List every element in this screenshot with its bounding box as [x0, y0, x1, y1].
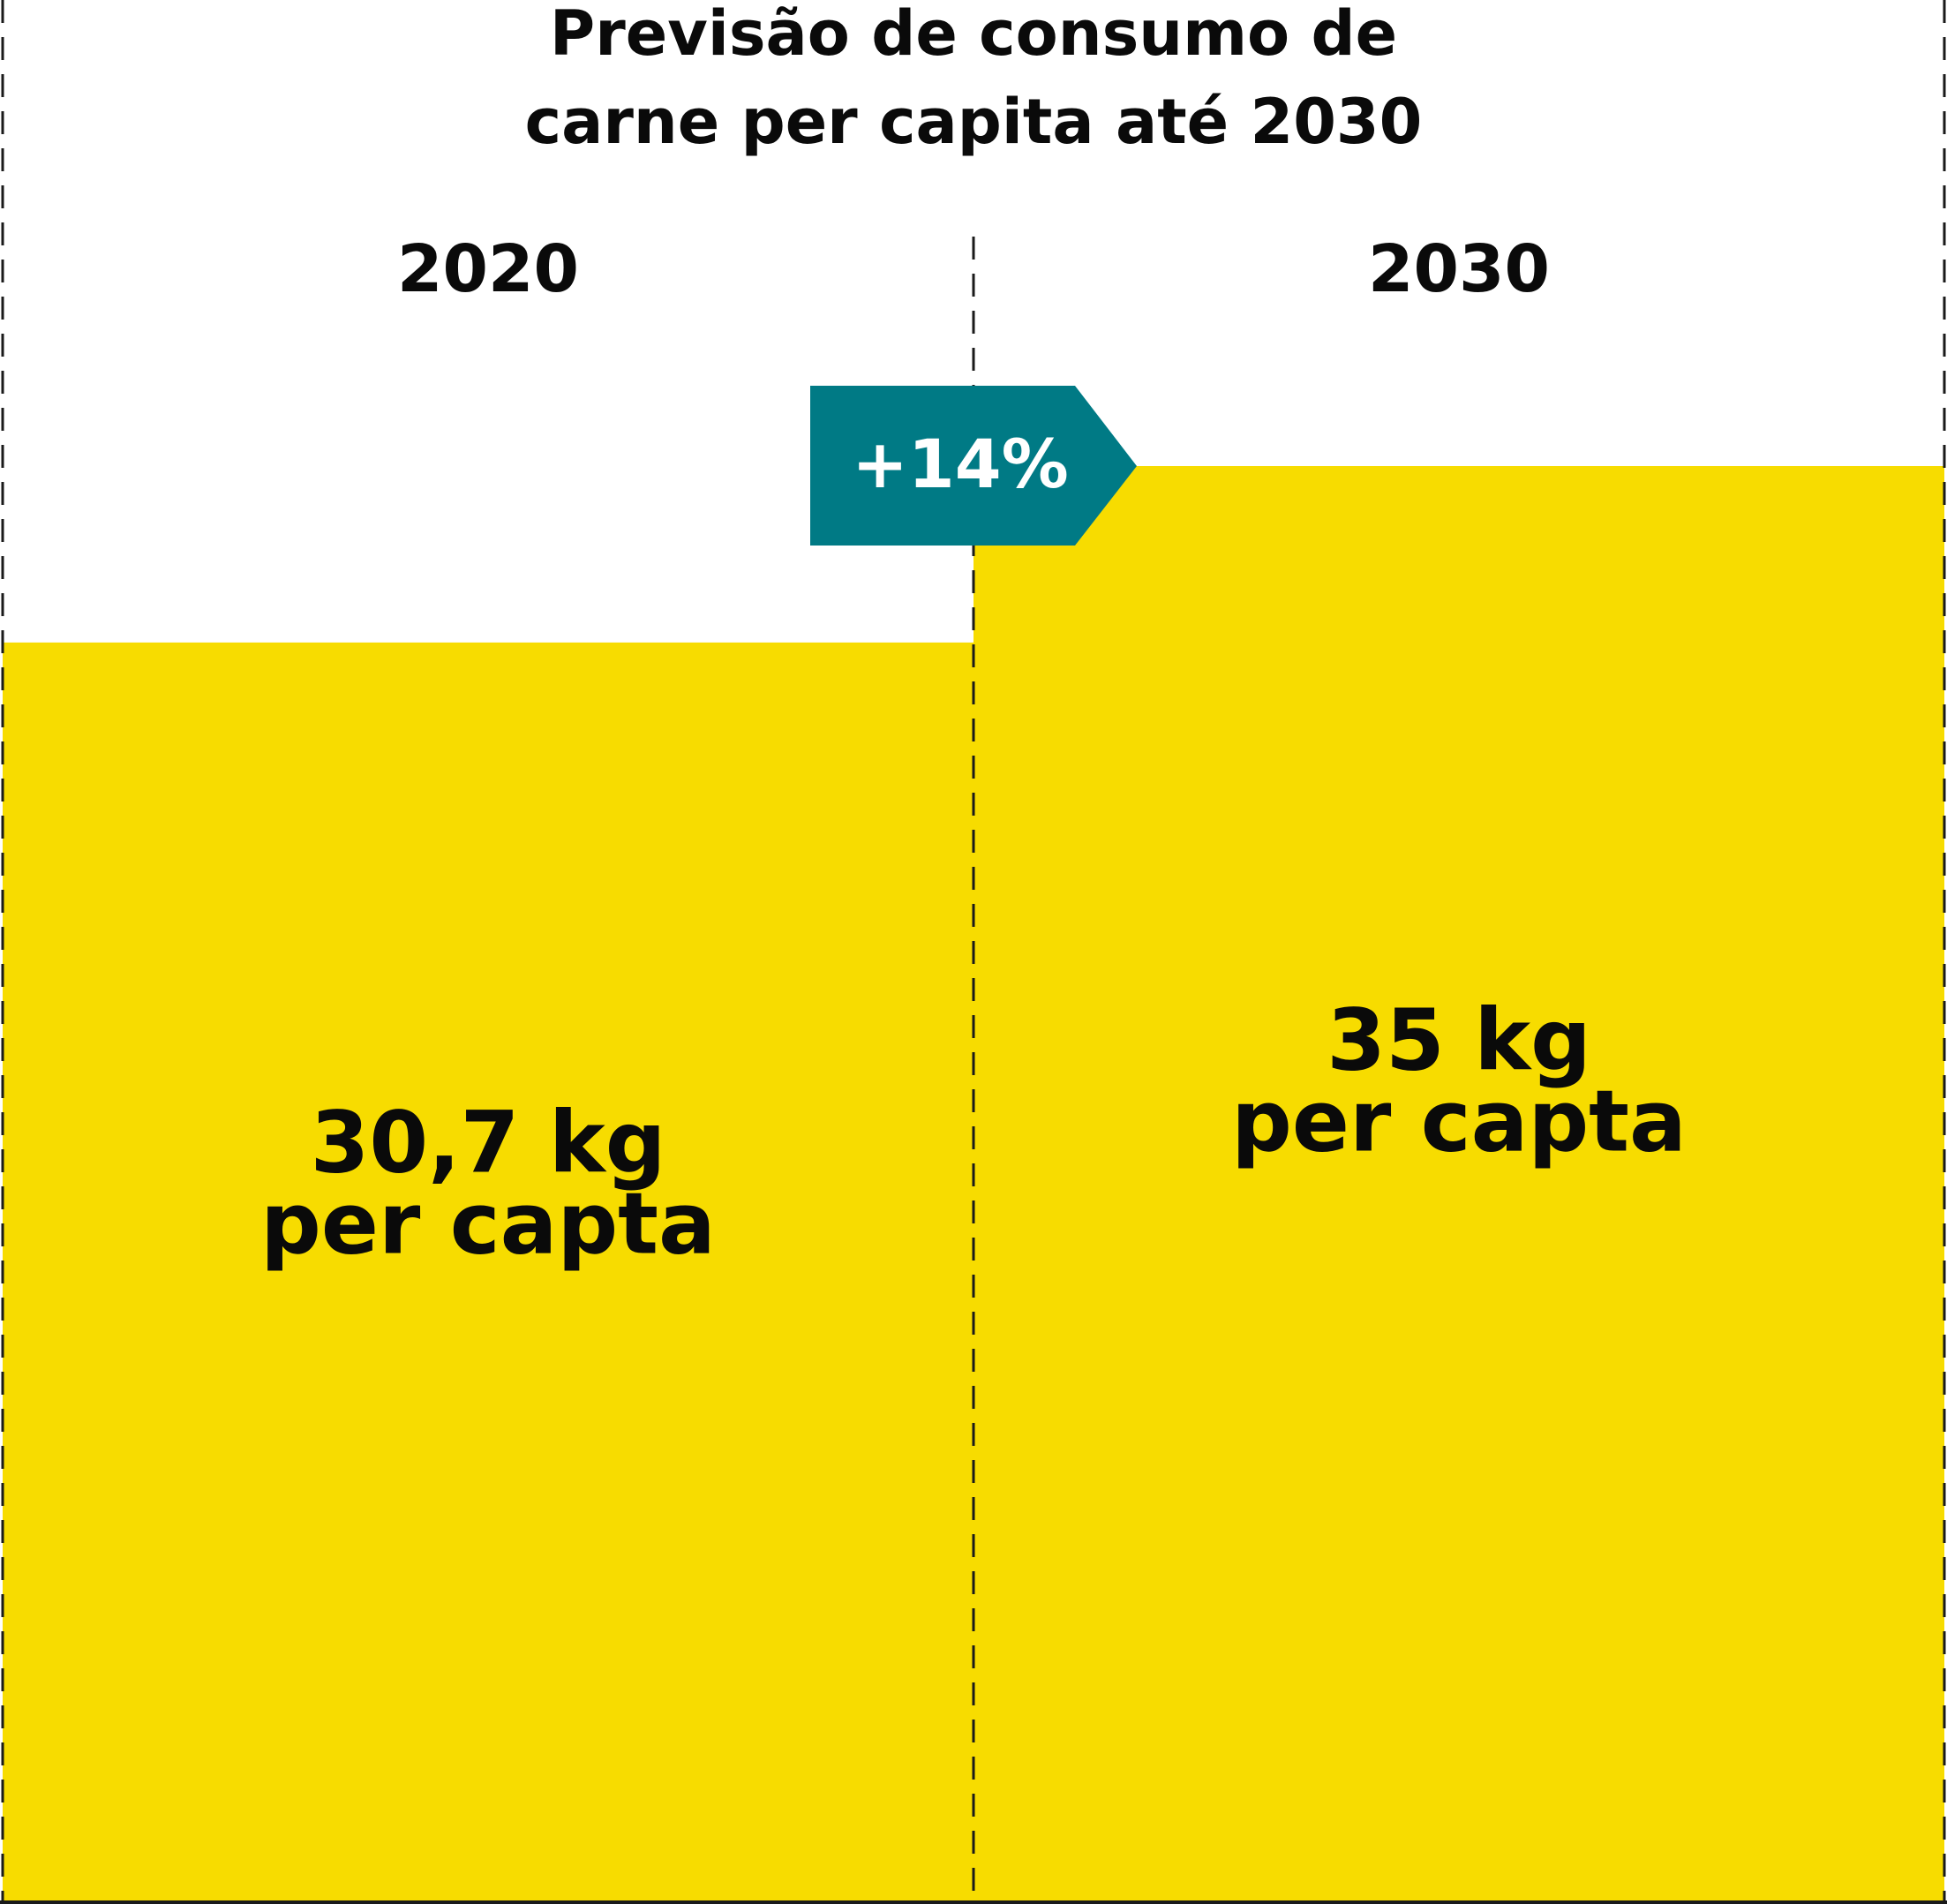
change-badge: [810, 386, 1137, 546]
chart-title-line-1: Previsão de consumo de: [550, 0, 1397, 70]
change-badge-label: +14%: [852, 425, 1069, 503]
value-label-2030-unit: per capta: [1231, 1072, 1687, 1170]
bar-2020: [3, 642, 974, 1902]
category-label-2020: 2020: [397, 231, 579, 307]
chart-title-line-2: carne per capita até 2030: [525, 86, 1423, 158]
value-label-2020-amount: 30,7 kg: [311, 1093, 666, 1192]
category-label-2030: 2030: [1368, 231, 1550, 307]
value-label-2020-unit: per capta: [260, 1174, 716, 1273]
value-label-2030-amount: 35 kg: [1327, 990, 1591, 1089]
bar-2030: [974, 466, 1944, 1902]
